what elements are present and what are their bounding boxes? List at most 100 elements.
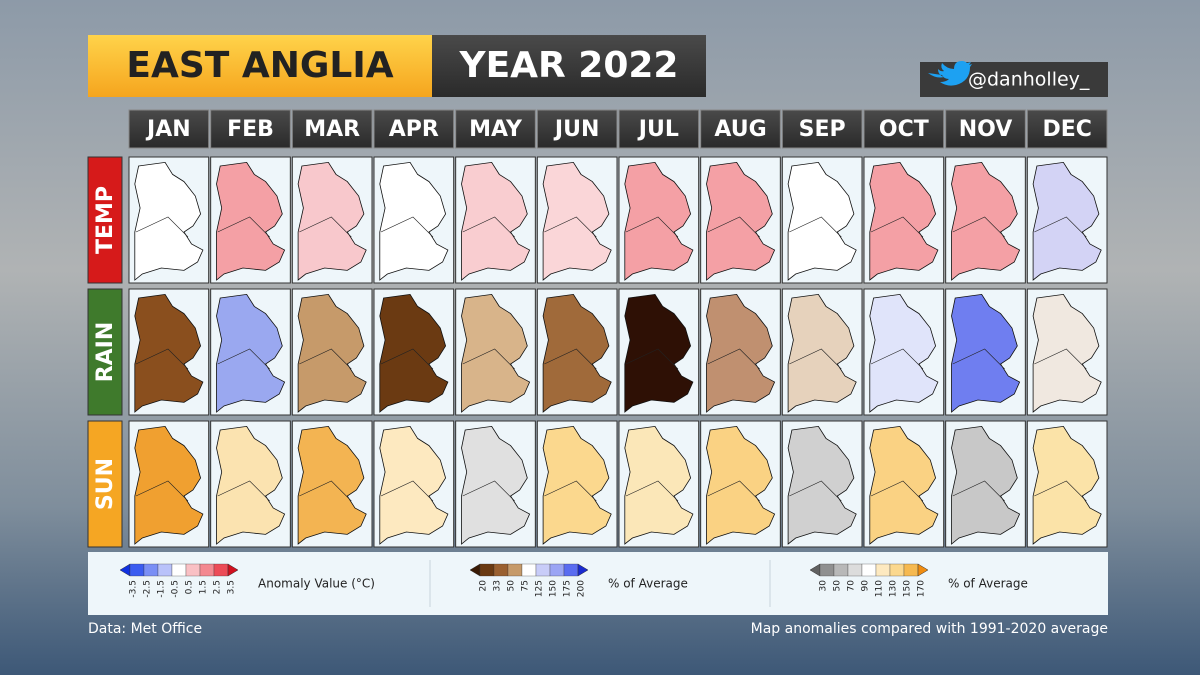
month-header — [1026, 109, 1108, 149]
county-border — [462, 480, 515, 502]
colorbar-segment — [847, 563, 863, 577]
colorbar-tick: 200 — [577, 580, 587, 597]
map — [542, 293, 612, 413]
colorbar-segment — [563, 563, 579, 577]
map — [297, 293, 367, 413]
map — [216, 293, 286, 413]
colorbar-segment — [507, 563, 523, 577]
month-label: MAY — [469, 117, 523, 142]
colorbar-tick: -3.5 — [129, 580, 139, 598]
county-border — [380, 216, 434, 238]
colorbar-segment — [889, 563, 905, 577]
colorbar-tick: 150 — [903, 580, 913, 597]
row-label: RAIN — [93, 322, 118, 383]
month-header — [373, 109, 455, 149]
county-border — [380, 348, 434, 370]
map — [134, 425, 204, 545]
row-label: TEMP — [93, 186, 118, 254]
month-header — [863, 109, 945, 149]
county-border — [707, 348, 760, 370]
row-label: SUN — [93, 458, 118, 510]
colorbar-tick: 30 — [819, 580, 829, 592]
county-border — [299, 348, 352, 370]
colorbar-segment — [479, 563, 495, 577]
map — [379, 161, 449, 281]
colorbar-tick: 2.5 — [213, 580, 223, 594]
map — [1032, 161, 1102, 281]
colorbar-segment — [875, 563, 891, 577]
month-label: JUL — [637, 117, 679, 142]
colorbar-tick: 75 — [521, 580, 531, 591]
county-border — [789, 480, 842, 502]
colorbar-segment — [819, 563, 835, 577]
map — [869, 161, 939, 281]
colorbar-segment — [549, 563, 565, 577]
map — [951, 293, 1021, 413]
month-label: APR — [389, 117, 439, 142]
map — [216, 425, 286, 545]
colorbar-segment — [521, 563, 537, 577]
county-border — [544, 348, 597, 370]
county-border — [952, 216, 1005, 238]
county-border — [299, 216, 352, 238]
month-label: AUG — [714, 117, 766, 142]
colorbar-segment — [213, 563, 229, 577]
title-left-box — [88, 35, 432, 97]
month-header — [536, 109, 618, 149]
map — [379, 425, 449, 545]
month-label: JUN — [553, 117, 599, 142]
map — [461, 293, 531, 413]
map — [706, 293, 776, 413]
colorbar-tick: 110 — [875, 580, 885, 597]
colorbar-segment — [199, 563, 215, 577]
colorbar-tick: 150 — [549, 580, 559, 597]
county-border — [789, 348, 842, 370]
county-border — [870, 216, 924, 238]
legend-panel — [88, 552, 1108, 615]
map — [869, 293, 939, 413]
county-border — [707, 480, 760, 502]
colorbar-segment — [143, 563, 159, 577]
map — [951, 425, 1021, 545]
month-label: SEP — [799, 117, 846, 142]
colorbar-tick: -1.5 — [157, 580, 167, 598]
colorbar-tick: 170 — [917, 580, 927, 597]
county-border — [625, 348, 679, 370]
colorbar-segment — [903, 563, 919, 577]
county-border — [217, 216, 270, 238]
title-left: EAST ANGLIA — [126, 45, 393, 86]
map — [461, 161, 531, 281]
colorbar-tick: 50 — [507, 580, 517, 592]
county-border — [135, 216, 189, 238]
county-border — [952, 480, 1005, 502]
row-label-box — [87, 156, 123, 284]
row-label-box — [87, 420, 123, 548]
map — [542, 425, 612, 545]
month-header — [945, 109, 1026, 149]
county-border — [1034, 348, 1087, 370]
colorbar-tick: 90 — [861, 580, 871, 592]
colorbar-end — [577, 563, 589, 577]
month-label: MAR — [304, 117, 360, 142]
county-border — [870, 480, 924, 502]
colorbar-segment — [171, 563, 187, 577]
map — [624, 425, 694, 545]
colorbar-segment — [129, 563, 145, 577]
map — [379, 293, 449, 413]
map — [134, 293, 204, 413]
map — [542, 161, 612, 281]
county-border — [789, 216, 842, 238]
map — [216, 161, 286, 281]
colorbar-tick: 1.5 — [199, 580, 209, 594]
colorbar-segment — [493, 563, 509, 577]
county-border — [462, 216, 515, 238]
twitter-icon — [928, 61, 972, 86]
map — [624, 293, 694, 413]
handle: @danholley_ — [968, 69, 1090, 91]
colorbar-tick: 125 — [535, 580, 545, 597]
month-label: OCT — [879, 117, 929, 142]
month-header — [210, 109, 291, 149]
county-border — [299, 480, 352, 502]
map — [787, 425, 857, 545]
county-border — [544, 480, 597, 502]
